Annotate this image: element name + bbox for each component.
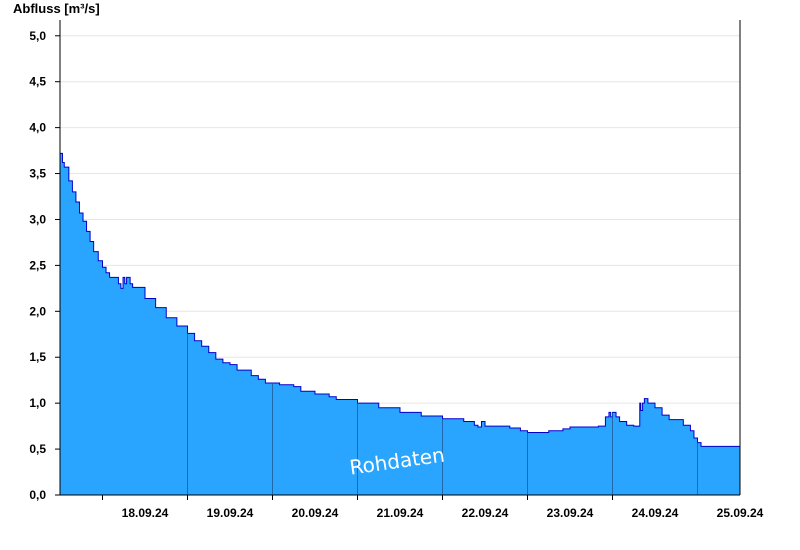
y-tick-labels: 0,0 0,5 1,0 1,5 2,0 2,5 3,0 3,5 4,0 4,5 5,0 — [29, 29, 46, 502]
y-tick-label-5: 2,5 — [29, 258, 46, 272]
discharge-area — [60, 153, 740, 495]
x-tick-label-7: 25.09.24 — [717, 506, 764, 520]
x-tick-label-6: 24.09.24 — [632, 506, 679, 520]
axes — [55, 20, 741, 500]
y-tick-label-4: 2,0 — [29, 304, 46, 318]
plot-area — [60, 152, 741, 495]
y-axis-title: Abfluss [m³/s] — [13, 1, 100, 16]
y-tick-label-0: 0,0 — [29, 488, 46, 502]
x-tick-label-5: 23.09.24 — [547, 506, 594, 520]
x-tick-label-2: 20.09.24 — [292, 506, 339, 520]
x-tick-label-0: 18.09.24 — [122, 506, 169, 520]
y-tick-label-6: 3,0 — [29, 212, 46, 226]
x-tick-label-3: 21.09.24 — [377, 506, 424, 520]
x-tick-label-4: 22.09.24 — [462, 506, 509, 520]
y-tick-label-8: 4,0 — [29, 121, 46, 135]
y-tick-label-7: 3,5 — [29, 167, 46, 181]
discharge-line — [60, 152, 741, 448]
y-tick-label-1: 0,5 — [29, 442, 46, 456]
y-tick-label-2: 1,0 — [29, 396, 46, 410]
y-tick-label-10: 5,0 — [29, 29, 46, 43]
y-tick-label-9: 4,5 — [29, 75, 46, 89]
day-separators — [187, 333, 698, 495]
x-tick-label-1: 19.09.24 — [207, 506, 254, 520]
x-tick-labels: 18.09.24 19.09.24 20.09.24 21.09.24 22.09.24… — [122, 506, 764, 520]
y-tick-label-3: 1,5 — [29, 350, 46, 364]
